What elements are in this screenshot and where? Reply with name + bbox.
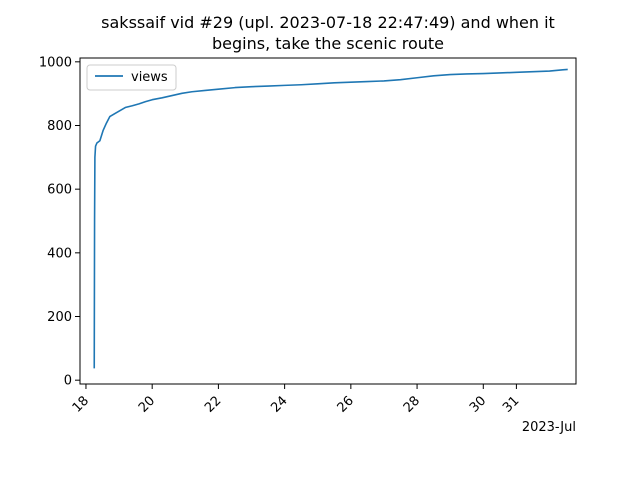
x-axis: 18 20 22 24 26 28 30 31: [70, 384, 522, 416]
plot-area: [79, 57, 577, 385]
chart-title-line-1: sakssaif vid #29 (upl. 2023-07-18 22:47:…: [101, 13, 555, 32]
x-tick-label-24: 24: [268, 393, 290, 415]
chart-title: sakssaif vid #29 (upl. 2023-07-18 22:47:…: [101, 13, 555, 53]
legend-box: [86, 64, 177, 91]
x-axis-offset-label: 2023-Jul: [522, 420, 576, 435]
x-tick-label-30: 30: [467, 393, 489, 415]
y-axis: 0 200 400 600 800 1000: [39, 55, 80, 389]
x-tick-label-28: 28: [401, 393, 423, 415]
y-tick-label-200: 200: [47, 310, 72, 325]
x-tick-label-31: 31: [500, 393, 522, 415]
y-tick-label-0: 0: [64, 374, 72, 389]
series-line-views: [93, 68, 568, 369]
x-tick-label-20: 20: [136, 393, 158, 415]
legend-label-views: views: [131, 70, 168, 85]
x-tick-label-18: 18: [70, 393, 92, 415]
y-tick-label-400: 400: [47, 246, 72, 261]
x-tick-label-26: 26: [335, 393, 357, 415]
legend: views: [86, 64, 177, 91]
y-tick-label-1000: 1000: [39, 55, 72, 70]
y-tick-label-600: 600: [47, 183, 72, 198]
x-tick-label-22: 22: [202, 393, 224, 415]
y-tick-label-800: 800: [47, 119, 72, 134]
series-layer: [93, 68, 568, 369]
chart-title-line-2: begins, take the scenic route: [212, 34, 444, 53]
